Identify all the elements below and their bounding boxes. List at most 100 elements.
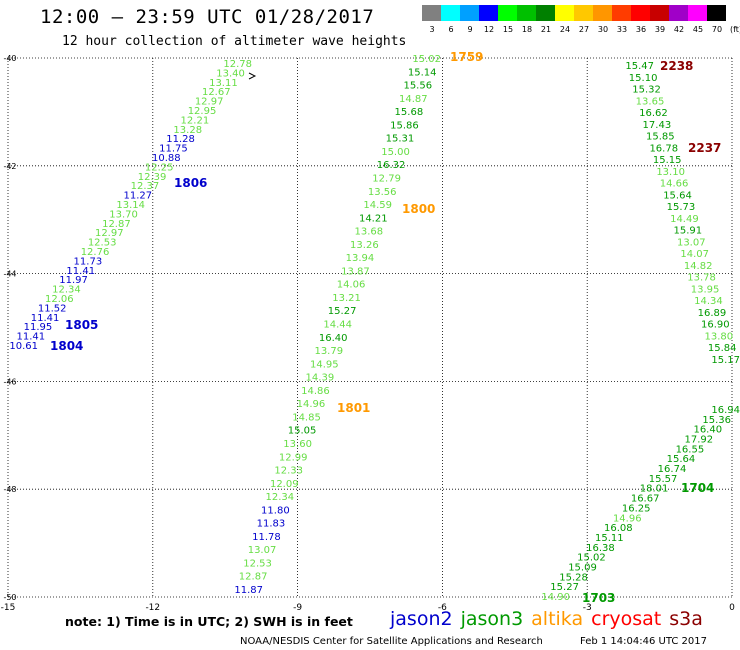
- wave-height-value: 11.73: [74, 256, 103, 267]
- colorbar-swatch: [517, 5, 536, 21]
- wave-height-value: 14.87: [399, 94, 428, 105]
- colorbar-swatch: [612, 5, 631, 21]
- legend-s3a: s3a: [669, 608, 703, 630]
- colorbar-label: 70: [711, 25, 723, 34]
- wave-height-value: 17.92: [685, 435, 714, 446]
- wave-height-value: 12.53: [243, 558, 272, 569]
- wave-height-value: 12.97: [195, 97, 224, 108]
- wave-height-value: 15.57: [649, 474, 678, 485]
- colorbar-label: 6: [448, 25, 454, 34]
- wave-height-value: 11.80: [261, 505, 290, 516]
- altimeter-tracks: 12.7813.4013.1112.6712.9712.9512.2113.28…: [9, 50, 740, 605]
- wave-height-value: 12.78: [223, 59, 252, 70]
- wave-height-value: 14.82: [684, 261, 713, 272]
- wave-height-value: 15.17: [711, 355, 740, 366]
- colorbar-unit: (ft): [729, 25, 740, 34]
- wave-height-value: 13.80: [704, 331, 733, 342]
- colorbar-label: 21: [540, 25, 552, 34]
- wave-height-value: 12.95: [188, 106, 217, 117]
- wave-height-value: 15.00: [381, 147, 410, 158]
- track-track3: 15.4715.1015.3213.6516.6217.4315.8516.78…: [625, 59, 740, 366]
- wave-height-value: 12.33: [274, 466, 303, 477]
- lon-tick-label: -15: [1, 603, 16, 610]
- colorbar-label: 42: [673, 25, 685, 34]
- wave-height-value: 14.44: [323, 320, 352, 331]
- lon-tick-label: -12: [145, 603, 160, 610]
- wave-height-value: 12.21: [181, 115, 210, 126]
- colorbar-swatch: [536, 5, 555, 21]
- colorbar-swatch: [460, 5, 479, 21]
- wave-height-value: 15.68: [395, 107, 424, 118]
- colorbar-label: 30: [597, 25, 609, 34]
- legend-altika: altika: [531, 608, 584, 630]
- colorbar-label: 12: [483, 25, 495, 34]
- legend-jason2: jason2: [390, 608, 453, 630]
- wave-height-value: 15.02: [412, 54, 441, 65]
- wave-height-value: 15.10: [629, 73, 658, 84]
- colorbar-swatch: [631, 5, 650, 21]
- wave-height-value: 14.07: [680, 249, 709, 260]
- wave-height-value: 11.97: [59, 275, 88, 286]
- wave-height-value: 14.90: [541, 592, 570, 603]
- wave-height-value: 12.37: [131, 181, 160, 192]
- page-subtitle: 12 hour collection of altimeter wave hei…: [62, 34, 407, 49]
- wave-height-value: 13.21: [332, 293, 361, 304]
- wave-height-value: 11.52: [38, 303, 67, 314]
- wave-height-value: 12.06: [45, 294, 74, 305]
- legend-jason3: jason3: [460, 608, 524, 630]
- colorbar-swatch: [555, 5, 574, 21]
- lat-tick-label: -42: [3, 162, 16, 171]
- wave-height-value: 12.99: [279, 452, 308, 463]
- wave-height-value: 15.36: [702, 415, 731, 426]
- wave-height-value: 13.11: [209, 78, 238, 89]
- wave-height-value: 15.73: [667, 202, 696, 213]
- wave-height-value: 15.28: [559, 572, 588, 583]
- lon-tick-label: 0: [729, 603, 735, 610]
- lon-tick-label: -9: [293, 603, 302, 610]
- wave-height-value: 13.68: [355, 227, 384, 238]
- colorbar-swatch: [574, 5, 593, 21]
- wave-height-value: 16.40: [319, 333, 348, 344]
- colorbar-label: 15: [502, 25, 514, 34]
- map-grid: [7, 57, 733, 598]
- colorbar-label: 9: [467, 25, 473, 34]
- wave-height-value: 18.01: [640, 484, 669, 495]
- wave-height-value: 12.09: [270, 479, 299, 490]
- wave-height-value: 11.28: [166, 134, 195, 145]
- wave-height-value: 10.88: [152, 153, 181, 164]
- wave-height-value: 14.96: [297, 399, 326, 410]
- track-time-label: 1704: [681, 481, 714, 495]
- wave-height-map: -15 -12 -9 -6 -3 0-40-42-44-46-48-50 12.7813.…: [1, 50, 740, 610]
- wave-height-value: 14.49: [670, 214, 699, 225]
- track-time-label: 1703: [582, 591, 615, 605]
- wave-height-value: 12.97: [95, 228, 124, 239]
- wave-height-value: 15.56: [403, 81, 432, 92]
- wave-height-value: 15.15: [653, 155, 682, 166]
- lon-tick-label: -3: [583, 603, 592, 610]
- colorbar-label: 27: [578, 25, 590, 34]
- wave-height-value: 12.53: [88, 238, 117, 249]
- wave-height-value: 16.67: [631, 494, 660, 505]
- wave-height-value: 14.86: [301, 386, 330, 397]
- wave-height-value: 15.14: [408, 67, 437, 78]
- wave-height-value: 10.61: [9, 341, 38, 352]
- wave-height-value: 11.27: [123, 191, 152, 202]
- wave-height-value: 16.89: [698, 308, 727, 319]
- colorbar-label: 45: [692, 25, 704, 34]
- wave-height-value: 16.55: [676, 444, 705, 455]
- track-track1: 12.7813.4013.1112.6712.9712.9512.2113.28…: [9, 59, 252, 353]
- wave-height-value: 13.14: [116, 200, 145, 211]
- wave-height-value: 14.85: [292, 412, 321, 423]
- page-title: 12:00 – 23:59 UTC 01/28/2017: [40, 6, 375, 28]
- track-time-label: 2238: [660, 59, 693, 73]
- wave-height-value: 13.65: [636, 96, 665, 107]
- wave-height-value: 14.39: [306, 373, 335, 384]
- wave-height-value: 12.87: [239, 572, 268, 583]
- lat-tick-label: -40: [3, 54, 16, 63]
- generation-timestamp: Feb 1 14:04:46 UTC 2017: [580, 636, 707, 647]
- lon-tick-label: -6: [438, 603, 447, 610]
- wave-height-value: 15.27: [550, 582, 579, 593]
- wave-height-value: 12.34: [52, 285, 81, 296]
- wave-height-value: 15.09: [568, 562, 597, 573]
- colorbar-label: 36: [635, 25, 647, 34]
